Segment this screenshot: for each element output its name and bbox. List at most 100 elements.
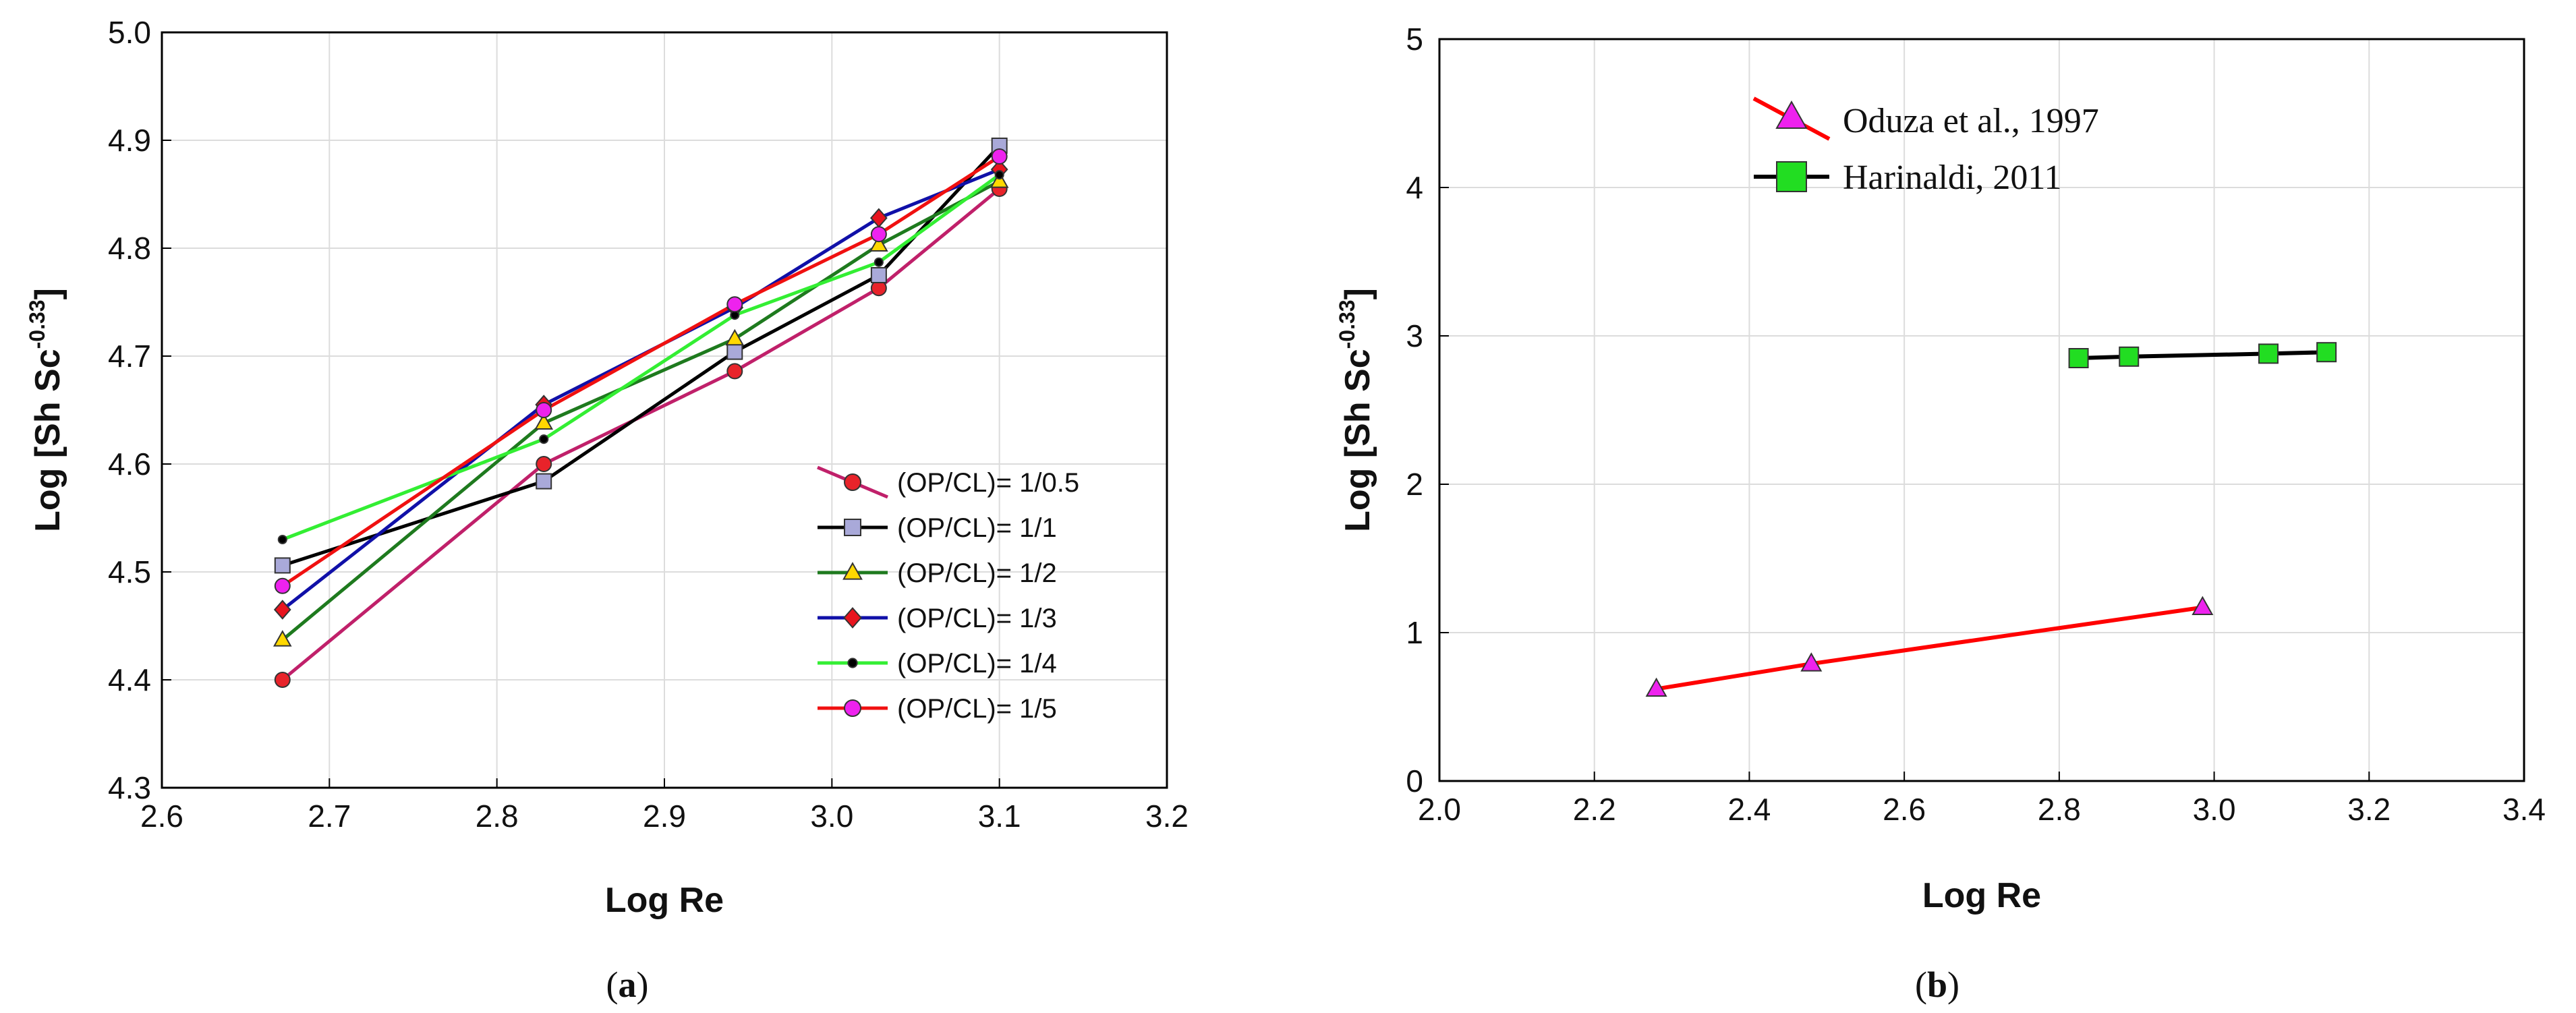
svg-text:Log [Sh Sc-0.33]: Log [Sh Sc-0.33] [25,288,67,532]
a-point-0-0 [274,672,291,688]
a-point-4-1 [539,434,549,444]
a-point-5-4 [991,148,1008,165]
a-x-tick-label: 3.1 [978,799,1021,834]
a-point-4-0 [277,534,287,545]
b-y-axis-label-main: Log [Sh Sc [1338,349,1377,532]
a-point-5-3 [870,226,887,243]
b-legend-label-0: Oduza et al., 1997 [1843,102,2099,140]
a-y-tick-label: 4.7 [108,339,151,374]
b-x-axis-label: Log Re [1922,876,2041,915]
b-point-1-1 [2119,346,2140,367]
a-point-5-1 [536,402,552,418]
a-legend-label-3: (OP/CL)= 1/3 [897,604,1057,633]
a-y-tick-label: 4.8 [108,231,151,266]
a-legend-marker-4 [847,658,858,668]
b-x-tick-label: 2.6 [1883,792,1926,827]
a-legend-label-0: (OP/CL)= 1/0.5 [897,468,1079,498]
a-point-3-0 [273,600,291,620]
a-caption-close: ) [637,964,649,1005]
b-y-tick-label: 4 [1406,170,1423,205]
a-point-2-3 [869,235,888,252]
a-y-tick-label: 4.4 [108,662,151,697]
b-series-line-0 [1656,605,2203,691]
b-series-line-1 [2078,350,2327,360]
a-y-tick-label: 4.3 [108,770,151,805]
a-point-1-3 [870,267,887,283]
b-plot-frame [1438,38,2525,782]
b-point-1-3 [2316,342,2337,363]
a-y-tick-label: 4.9 [108,123,151,158]
b-gridlines [1439,39,2524,781]
b-y-axis-label-sup: -0.33 [1335,299,1359,349]
b-series-layer [1645,342,2337,697]
a-legend-label-2: (OP/CL)= 1/2 [897,558,1057,588]
b-legend: Oduza et al., 1997 Harinaldi, 2011 [1752,96,2099,197]
a-series-line-2 [281,179,1000,641]
a-point-4-4 [994,170,1004,180]
b-y-tick-label: 3 [1406,318,1423,353]
a-x-tick-label: 3.2 [1145,799,1189,834]
b-caption-letter: b [1927,964,1947,1005]
a-y-tick-label: 4.5 [108,554,151,589]
b-y-tick-label: 2 [1406,467,1423,502]
b-y-tick-label: 5 [1406,22,1423,57]
a-point-0-1 [536,456,552,472]
a-series-line-3 [281,167,1000,611]
a-legend-marker-1 [844,519,861,536]
a-point-2-1 [534,413,554,430]
a-point-2-2 [725,328,745,346]
a-legend-marker-2 [842,562,863,580]
a-point-3-3 [869,208,888,228]
b-point-0-0 [1645,677,1667,697]
a-x-tick-label: 2.8 [476,799,519,834]
a-y-axis-label: Log [Sh Sc-0.33] [25,288,67,532]
a-tick-labels: 2.6 2.7 2.8 2.9 3.0 3.1 3.2 4.3 4.4 4.5 4.6 4.7 4.8 4… [108,15,1189,834]
b-point-1-2 [2258,343,2279,364]
b-y-axis-label: Log [Sh Sc-0.33] [1335,288,1377,532]
a-y-axis-label-sup: -0.33 [25,299,49,349]
b-caption: (b) [1915,964,1959,1005]
b-x-tick-label: 3.0 [2193,792,2236,827]
a-x-tick-label: 2.9 [643,799,686,834]
a-point-2-0 [273,630,292,647]
a-point-2-4 [990,171,1009,188]
a-point-1-0 [274,557,291,574]
a-y-tick-label: 4.6 [108,446,151,482]
b-x-tick-label: 2.8 [2038,792,2081,827]
b-x-tick-label: 2.4 [1727,792,1771,827]
b-caption-open: ( [1915,964,1927,1005]
b-point-0-2 [2192,596,2214,615]
a-x-tick-label: 2.6 [140,799,183,834]
a-y-axis-label-main: Log [Sh Sc [28,349,67,532]
a-point-0-2 [726,363,743,380]
panel-b: 2.0 2.2 2.4 2.6 2.8 3.0 3.2 3.4 0 1 2 3 4 5 Log Re Lo… [1335,22,2546,1005]
a-legend-label-4: (OP/CL)= 1/4 [897,649,1057,678]
b-point-0-1 [1800,652,1823,672]
b-legend-marker-1 [1776,161,1807,192]
b-x-tick-label: 2.2 [1573,792,1616,827]
b-x-tick-label: 2.0 [1418,792,1461,827]
b-y-tick-label: 0 [1406,763,1423,799]
b-y-tick-label: 1 [1406,615,1423,650]
a-point-4-3 [874,257,884,267]
a-legend-marker-5 [844,699,861,717]
svg-text:Log [Sh Sc-0.33]: Log [Sh Sc-0.33] [1335,288,1377,532]
b-x-tick-label: 3.2 [2347,792,2391,827]
a-legend-marker-0 [844,473,861,491]
a-legend-marker-3 [843,607,862,629]
a-series-line-5 [281,154,1001,587]
a-x-tick-label: 2.7 [308,799,351,834]
a-legend-label-5: (OP/CL)= 1/5 [897,694,1057,724]
a-caption-open: ( [606,964,619,1005]
b-caption-close: ) [1947,964,1959,1005]
a-x-axis-label: Log Re [605,881,724,920]
a-caption-letter: a [619,964,637,1005]
a-y-axis-label-end: ] [28,288,67,299]
a-point-5-0 [274,577,291,594]
a-series-layer [273,138,1009,688]
b-legend-marker-0 [1775,100,1808,129]
a-x-tick-label: 3.0 [810,799,853,834]
a-y-tick-label: 5.0 [108,15,151,50]
b-legend-label-1: Harinaldi, 2011 [1843,158,2061,197]
